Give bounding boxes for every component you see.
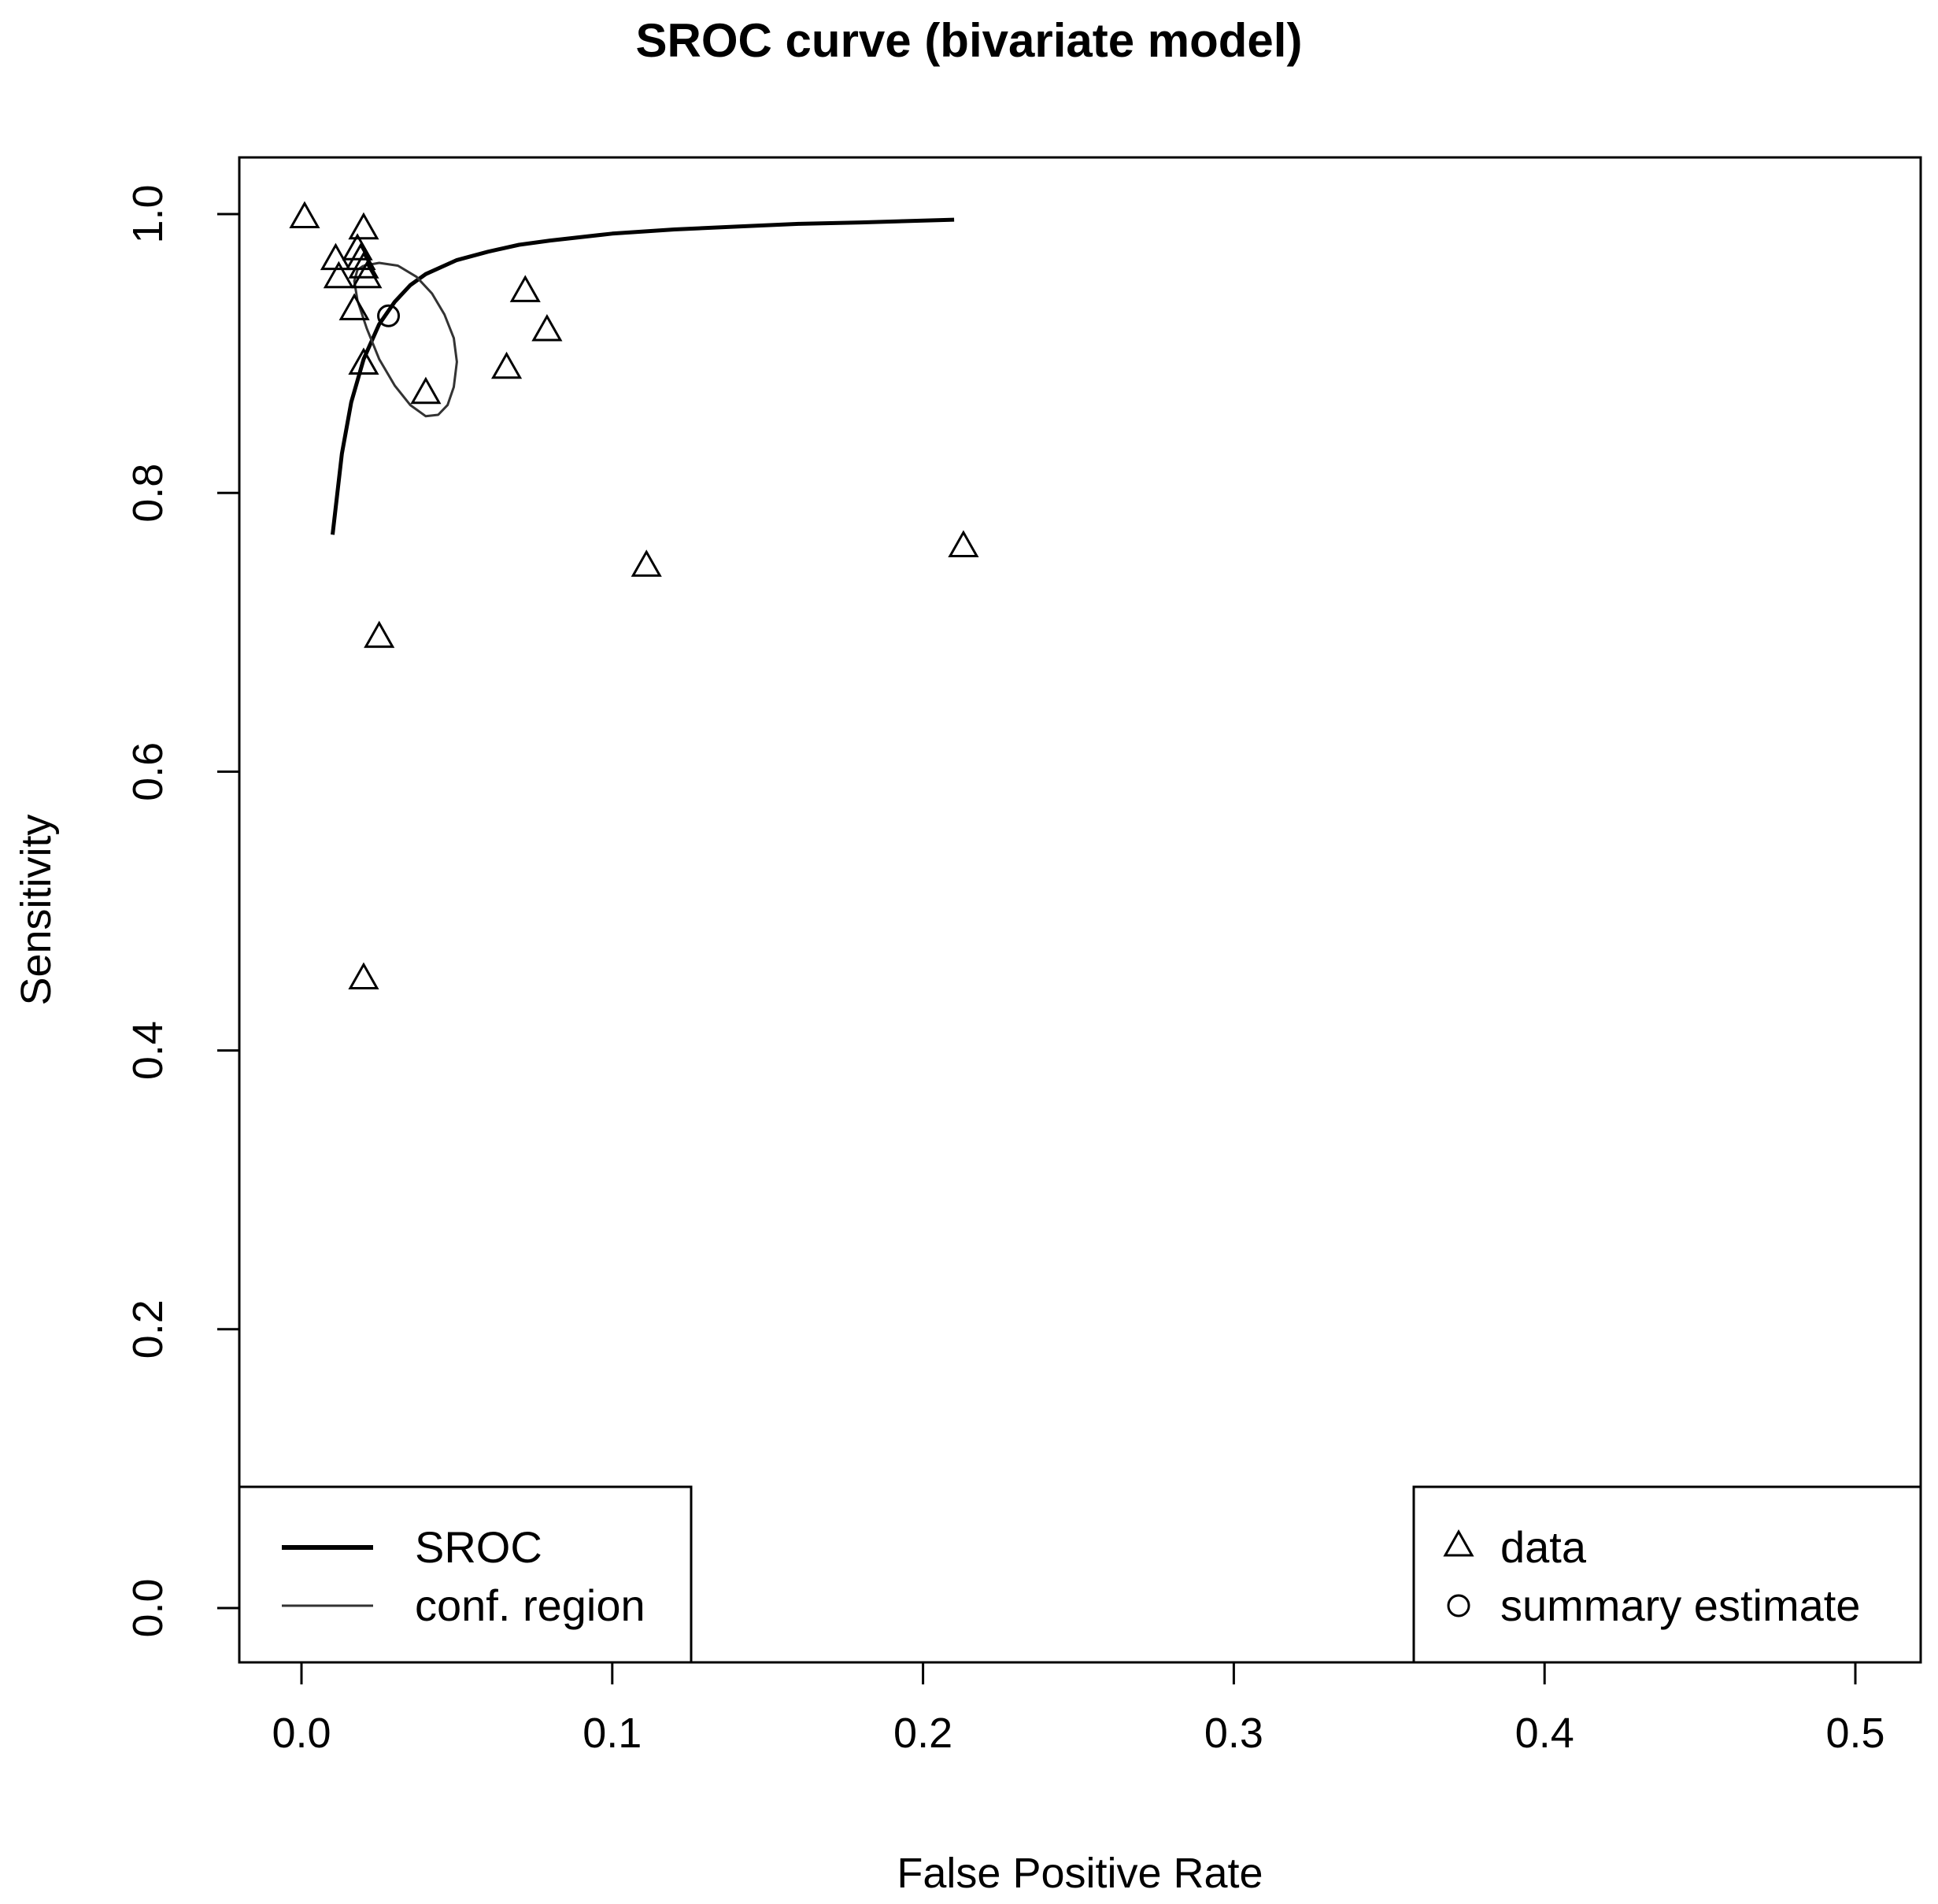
y-axis: 0.0 0.2 0.4 0.6 0.8 1.0 [124, 184, 241, 1638]
data-point [348, 212, 379, 240]
y-tick-label: 0.8 [124, 464, 172, 523]
x-axis: 0.0 0.1 0.2 0.3 0.4 0.5 [272, 1661, 1885, 1757]
chart-title: SROC curve (bivariate model) [636, 14, 1303, 67]
data-point [345, 242, 376, 271]
legend-sroc-label: SROC [415, 1522, 542, 1572]
legend-lines-box [238, 1485, 693, 1664]
data-point [631, 549, 662, 577]
y-tick-label: 0.2 [124, 1300, 172, 1359]
sroc-curve [331, 217, 955, 535]
x-tick-label: 0.5 [1825, 1710, 1884, 1757]
summary-estimate-point [377, 304, 401, 327]
legend-conf-region-label: conf. region [415, 1581, 645, 1630]
data-point [323, 261, 354, 289]
data-point [509, 275, 541, 302]
legend-markers-box [1412, 1485, 1922, 1664]
data-point [342, 233, 373, 261]
legend-summary-label: summary estimate [1500, 1581, 1860, 1630]
x-tick-label: 0.2 [893, 1710, 952, 1757]
data-point [948, 530, 979, 557]
x-tick-label: 0.4 [1515, 1710, 1574, 1757]
legend-lines: SROC conf. region [238, 1485, 693, 1664]
data-point [364, 620, 395, 649]
y-tick-label: 0.4 [124, 1021, 172, 1080]
data-point [410, 376, 442, 405]
plot-frame [238, 156, 1922, 1664]
legend-data-triangle-icon [1443, 1529, 1474, 1557]
y-tick-label: 1.0 [124, 184, 172, 243]
legend-data-label: data [1500, 1522, 1587, 1572]
data-point [289, 201, 320, 229]
x-axis-label: False Positive Rate [897, 1850, 1263, 1897]
y-axis-label: Sensitivity [13, 814, 60, 1005]
data-point [531, 313, 563, 342]
data-point [348, 251, 379, 279]
x-tick-label: 0.0 [272, 1710, 331, 1757]
plot-content [289, 201, 979, 990]
x-tick-label: 0.1 [583, 1710, 642, 1757]
y-tick-label: 0.0 [124, 1578, 172, 1637]
data-point [348, 347, 379, 375]
legend-summary-circle-icon [1447, 1594, 1470, 1617]
y-tick-label: 0.6 [124, 742, 172, 801]
data-point [348, 962, 379, 990]
legend-markers: data summary estimate [1412, 1485, 1922, 1664]
data-point [338, 293, 370, 320]
data-point [351, 261, 383, 289]
data-point [490, 351, 523, 379]
x-tick-label: 0.3 [1204, 1710, 1263, 1757]
